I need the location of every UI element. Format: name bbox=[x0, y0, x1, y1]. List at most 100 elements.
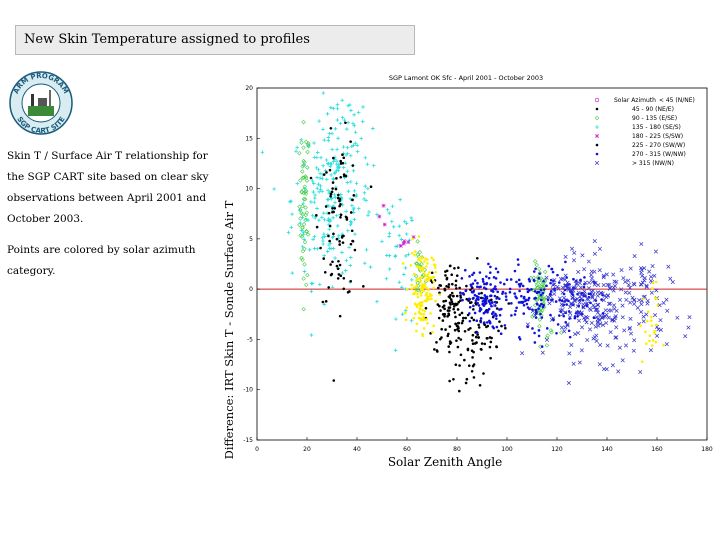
data-point bbox=[550, 267, 554, 271]
data-point bbox=[425, 297, 429, 301]
x-tick-label: 100 bbox=[501, 446, 513, 453]
data-point bbox=[470, 369, 474, 373]
data-point bbox=[604, 295, 609, 300]
data-point bbox=[338, 263, 342, 267]
data-point bbox=[322, 234, 327, 239]
data-point bbox=[331, 260, 334, 264]
data-point bbox=[533, 290, 537, 293]
data-point bbox=[430, 256, 434, 260]
data-point bbox=[338, 121, 343, 126]
data-point bbox=[331, 176, 336, 181]
data-point bbox=[590, 279, 595, 284]
description-paragraph-1: Skin T / Surface Air T relationship for … bbox=[7, 150, 209, 225]
data-point bbox=[571, 361, 576, 366]
data-point bbox=[335, 177, 338, 180]
data-point bbox=[601, 273, 606, 278]
data-point bbox=[458, 364, 461, 367]
data-point bbox=[569, 301, 574, 306]
data-point bbox=[613, 314, 618, 319]
data-point bbox=[397, 233, 401, 238]
data-point bbox=[346, 228, 350, 233]
data-point bbox=[515, 280, 518, 284]
data-point bbox=[525, 302, 529, 306]
legend-entry: > 315 (NW/N) bbox=[632, 160, 674, 167]
data-point bbox=[535, 291, 539, 295]
data-point bbox=[533, 341, 537, 344]
data-point bbox=[642, 278, 647, 283]
data-point bbox=[487, 300, 491, 303]
data-point bbox=[627, 290, 632, 295]
data-point bbox=[341, 153, 344, 157]
data-point bbox=[315, 175, 319, 180]
data-point bbox=[312, 155, 317, 160]
data-point bbox=[409, 264, 413, 267]
data-point bbox=[642, 297, 645, 301]
data-point bbox=[606, 308, 611, 313]
data-point bbox=[449, 293, 452, 297]
data-point bbox=[591, 303, 596, 308]
data-point bbox=[476, 281, 479, 285]
data-point bbox=[463, 268, 467, 272]
data-point bbox=[644, 284, 649, 289]
data-point bbox=[549, 330, 554, 335]
data-point bbox=[307, 247, 312, 252]
data-point bbox=[333, 200, 337, 205]
data-point bbox=[326, 138, 331, 143]
data-point bbox=[311, 237, 315, 242]
data-point bbox=[311, 181, 316, 186]
data-point bbox=[297, 207, 303, 213]
data-point bbox=[502, 282, 506, 286]
data-point bbox=[406, 252, 411, 257]
data-point bbox=[322, 257, 326, 260]
data-point bbox=[441, 305, 445, 309]
data-point bbox=[463, 329, 467, 333]
data-point bbox=[572, 250, 577, 255]
data-point bbox=[336, 277, 340, 280]
data-point bbox=[544, 275, 549, 280]
data-point bbox=[570, 246, 575, 251]
data-point bbox=[415, 288, 421, 293]
data-point bbox=[606, 301, 612, 306]
data-point bbox=[628, 266, 633, 271]
data-point bbox=[353, 130, 358, 135]
y-tick-label: 15 bbox=[245, 135, 253, 142]
data-point bbox=[351, 169, 356, 173]
data-point bbox=[387, 234, 391, 239]
data-point bbox=[341, 165, 346, 170]
data-point bbox=[528, 289, 531, 292]
data-point bbox=[459, 299, 462, 302]
data-point bbox=[420, 317, 424, 321]
data-point bbox=[453, 328, 457, 332]
data-point bbox=[515, 296, 518, 300]
data-point bbox=[423, 299, 427, 303]
data-point bbox=[461, 298, 464, 302]
arm-logo-icon: ARM PROGRAM SGP CART SITE bbox=[9, 71, 73, 135]
data-point bbox=[566, 380, 571, 386]
data-point bbox=[447, 283, 451, 286]
data-point bbox=[468, 275, 471, 278]
data-point bbox=[443, 315, 446, 318]
data-point bbox=[651, 287, 654, 290]
data-point bbox=[595, 320, 600, 325]
data-point bbox=[327, 227, 332, 232]
data-point bbox=[589, 272, 594, 277]
data-point bbox=[304, 282, 309, 288]
data-point bbox=[503, 324, 507, 327]
data-point bbox=[559, 330, 564, 335]
data-point bbox=[527, 296, 531, 300]
data-point bbox=[409, 318, 414, 323]
data-point bbox=[483, 286, 486, 289]
data-point bbox=[565, 280, 570, 285]
data-point bbox=[409, 278, 414, 282]
x-axis-label: Solar Zenith Angle bbox=[387, 455, 503, 469]
data-point bbox=[321, 127, 325, 132]
data-point bbox=[316, 182, 321, 186]
data-point bbox=[515, 306, 518, 310]
data-point bbox=[601, 322, 606, 328]
data-point bbox=[301, 196, 307, 202]
data-point bbox=[583, 317, 588, 322]
data-point bbox=[424, 265, 428, 268]
data-point bbox=[488, 319, 491, 323]
data-point bbox=[604, 367, 609, 372]
data-point bbox=[459, 296, 463, 299]
